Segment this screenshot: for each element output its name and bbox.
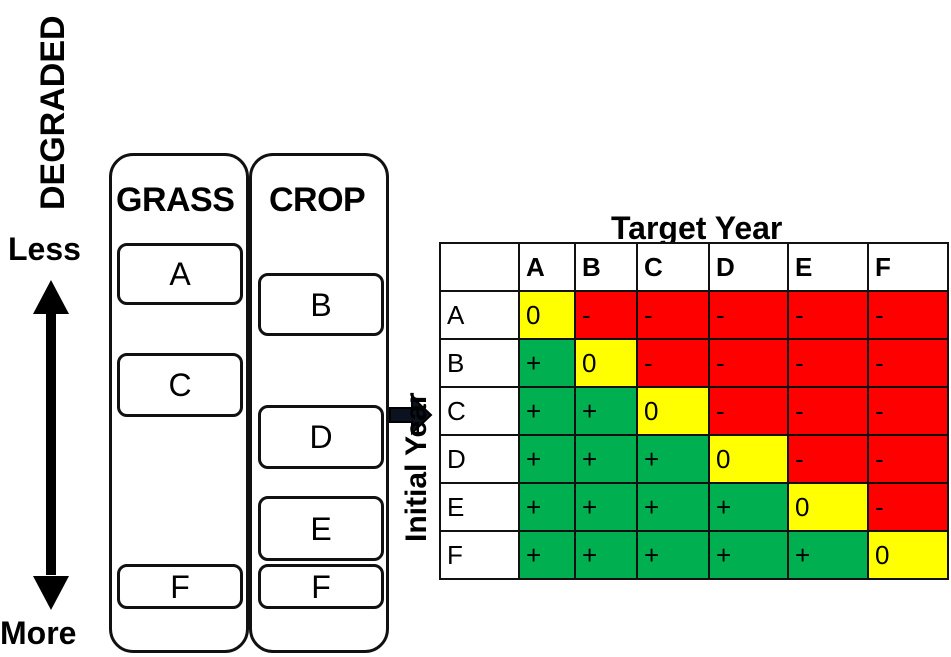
matrix-header-row: A B C D E F [439,242,949,292]
matrix-cell-a-d: - [708,290,789,340]
matrix-cell-d-e: - [787,434,869,484]
crop-state-d: D [258,405,384,469]
matrix-row-a: A 0 - - - - - [439,290,949,340]
matrix-header-f: F [867,242,949,292]
matrix-header-d: D [708,242,789,292]
right-arrow-icon [389,394,433,436]
matrix-cell-f-e: + [787,530,869,580]
matrix-cell-f-c: + [636,530,710,580]
matrix-cell-d-d: 0 [708,434,789,484]
matrix-header-c: C [636,242,710,292]
crop-state-e: E [258,496,384,561]
matrix-cell-e-e: 0 [787,482,869,532]
matrix-cell-b-c: - [636,338,710,388]
degraded-axis-title: DEGRADED [34,15,72,210]
matrix-cell-c-d: - [708,386,789,436]
matrix-header-b: B [574,242,638,292]
matrix-cell-f-a: + [518,530,576,580]
crop-state-f: F [258,564,384,609]
matrix-row-c: C + + 0 - - - [439,386,949,436]
double-arrow-icon [33,280,69,610]
matrix-cell-a-e: - [787,290,869,340]
matrix-cell-f-d: + [708,530,789,580]
crop-state-d-label: D [309,419,333,455]
matrix-cell-d-f: - [867,434,949,484]
matrix-row-b: B + 0 - - - - [439,338,949,388]
matrix-cell-e-f: - [867,482,949,532]
target-year-title: Target Year [611,210,783,246]
matrix-cell-c-c: 0 [636,386,710,436]
matrix-row-label-b: B [439,338,520,388]
matrix-row-label-e: E [439,482,520,532]
matrix-row-e: E + + + + 0 - [439,482,949,532]
matrix-cell-b-d: - [708,338,789,388]
grass-column-title: GRASS [116,181,235,219]
grass-state-c: C [117,353,243,417]
crop-state-e-label: E [310,510,332,547]
matrix-row-f: F + + + + + 0 [439,530,949,580]
matrix-cell-a-f: - [867,290,949,340]
matrix-cell-b-a: + [518,338,576,388]
matrix-cell-a-a: 0 [518,290,576,340]
matrix-cell-e-d: + [708,482,789,532]
axis-top-label: Less [8,231,81,267]
matrix-cell-e-a: + [518,482,576,532]
matrix-cell-e-b: + [574,482,638,532]
matrix-cell-d-a: + [518,434,576,484]
matrix-cell-c-b: + [574,386,638,436]
crop-column-title: CROP [269,181,366,219]
matrix-row-d: D + + + 0 - - [439,434,949,484]
matrix-cell-a-c: - [636,290,710,340]
matrix-row-label-c: C [439,386,520,436]
matrix-row-label-d: D [439,434,520,484]
matrix-cell-f-f: 0 [867,530,949,580]
matrix-cell-a-b: - [574,290,638,340]
matrix-cell-c-a: + [518,386,576,436]
crop-state-b-label: B [310,286,332,323]
matrix-cell-b-e: - [787,338,869,388]
matrix-cell-d-c: + [636,434,710,484]
matrix-cell-c-f: - [867,386,949,436]
matrix-row-label-a: A [439,290,520,340]
matrix-cell-c-e: - [787,386,869,436]
initial-year-label: Initial Year [400,392,433,542]
grass-state-a-label: A [169,256,191,292]
matrix-cell-e-c: + [636,482,710,532]
grass-state-a: A [117,243,243,305]
matrix-header-e: E [787,242,869,292]
matrix-cell-d-b: + [574,434,638,484]
matrix-cell-f-b: + [574,530,638,580]
matrix-cell-b-f: - [867,338,949,388]
crop-state-b: B [258,273,384,336]
crop-state-f-label: F [311,568,331,605]
grass-state-f: F [117,564,243,609]
matrix-row-label-f: F [439,530,520,580]
matrix-header-a: A [518,242,576,292]
transition-matrix: A B C D E F A 0 - - - - - B + 0 - - - - … [439,242,949,580]
grass-state-f-label: F [170,568,190,605]
grass-state-c-label: C [168,367,192,403]
axis-bottom-label: More [0,615,77,651]
matrix-cell-b-b: 0 [574,338,638,388]
matrix-corner-cell [439,242,520,292]
